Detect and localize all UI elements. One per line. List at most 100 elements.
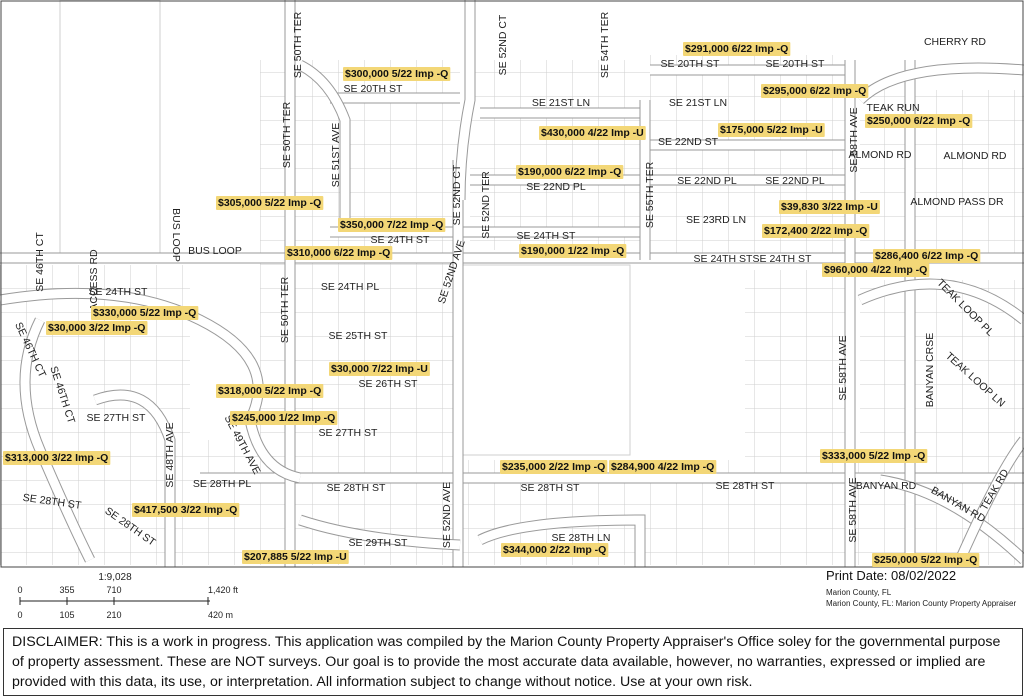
sale-label-text: $172,400 2/22 Imp -Q xyxy=(764,225,867,237)
street-label: SE 25TH ST xyxy=(329,330,389,342)
sale-label: $300,000 5/22 Imp -Q xyxy=(343,67,451,81)
street-label: SE 58TH AVE xyxy=(848,107,860,172)
street-label: SE 28TH LN xyxy=(552,532,611,544)
street-label: SE 21ST LN xyxy=(669,97,727,109)
street-label: BANYAN RD xyxy=(856,480,917,492)
sale-label-text: $417,500 3/22 Imp -Q xyxy=(134,504,237,516)
sale-label: $286,400 6/22 Imp -Q xyxy=(873,249,981,263)
sale-label-text: $250,000 6/22 Imp -Q xyxy=(867,115,970,127)
sale-label: $330,000 5/22 Imp -Q xyxy=(91,306,199,320)
street-label: SE 24TH ST xyxy=(371,234,431,246)
sale-label: $235,000 2/22 Imp -Q xyxy=(500,460,608,474)
street-label: SE 22ND PL xyxy=(677,175,737,187)
sale-label-text: $333,000 5/22 Imp -Q xyxy=(822,450,925,462)
street-label: ACCESS RD xyxy=(88,249,100,311)
sale-label-text: $235,000 2/22 Imp -Q xyxy=(502,461,605,473)
sale-label-text: $39,830 3/22 Imp -U xyxy=(781,201,878,213)
street-label: SE 28TH PL xyxy=(193,478,252,490)
sale-label: $245,000 1/22 Imp -Q xyxy=(230,411,338,425)
sale-label-bg xyxy=(216,196,324,210)
sale-label-bg xyxy=(609,460,717,474)
sale-label-text: $207,885 5/22 Imp -U xyxy=(244,551,347,563)
street-label: SE 24TH ST xyxy=(517,230,577,242)
sale-label-bg xyxy=(762,224,870,238)
street-label: SE 52ND CT xyxy=(497,14,509,75)
sale-label-text: $190,000 1/22 Imp -Q xyxy=(521,245,624,257)
sale-label-bg xyxy=(46,321,148,335)
scale-bar: 1:9,028 0 0 355 105 710 210 1,420 ft 420 m xyxy=(17,572,238,620)
sale-label-bg xyxy=(865,114,973,128)
sale-label-bg xyxy=(343,67,451,81)
scale-label-m: 0 xyxy=(17,610,22,620)
sale-label-bg xyxy=(230,411,338,425)
sale-label: $207,885 5/22 Imp -U xyxy=(242,550,349,564)
street-label: SE 50TH TER xyxy=(292,11,304,78)
street-label: SE 46TH CT xyxy=(34,232,46,292)
sale-label-bg xyxy=(872,553,980,567)
sale-label-bg xyxy=(91,306,199,320)
road xyxy=(0,288,302,483)
sale-label: $344,000 2/22 Imp -Q xyxy=(501,543,609,557)
sale-label-text: $330,000 5/22 Imp -Q xyxy=(93,307,196,319)
sale-label-text: $960,000 4/22 Imp -Q xyxy=(824,264,927,276)
sale-label-bg xyxy=(539,126,646,140)
street-label: SE 52ND AVE xyxy=(441,482,453,548)
sale-label: $250,000 6/22 Imp -Q xyxy=(865,114,973,128)
sale-label-text: $175,000 5/22 Imp -U xyxy=(720,124,823,136)
scale-label-m: 420 m xyxy=(208,610,233,620)
road xyxy=(455,0,475,201)
sale-label-text: $305,000 5/22 Imp -Q xyxy=(218,197,321,209)
street-label: SE 50TH TER xyxy=(281,101,293,168)
street-label: SE 21ST LN xyxy=(532,97,590,109)
street-label: SE 28TH ST xyxy=(521,482,581,494)
street-label: SE 27TH ST xyxy=(319,427,379,439)
sale-label-bg xyxy=(683,42,791,56)
sale-label-text: $300,000 5/22 Imp -Q xyxy=(345,68,448,80)
street-label: SE 52ND CT xyxy=(451,164,463,225)
sale-label: $284,900 4/22 Imp -Q xyxy=(609,460,717,474)
road xyxy=(297,60,350,230)
road xyxy=(93,390,175,567)
sale-label: $175,000 5/22 Imp -U xyxy=(718,123,825,137)
road xyxy=(298,515,461,550)
street-label: SE 23RD LN xyxy=(686,214,746,226)
print-date: Print Date: 08/02/2022 xyxy=(826,568,956,583)
street-label: SE 52ND TER xyxy=(480,171,492,239)
sale-label-bg xyxy=(338,218,446,232)
street-label: SE 28TH ST xyxy=(327,482,387,494)
sale-label-text: $430,000 4/22 Imp -U xyxy=(541,127,644,139)
sale-label: $172,400 2/22 Imp -Q xyxy=(762,224,870,238)
scale-label-m: 105 xyxy=(59,610,74,620)
sale-label: $291,000 6/22 Imp -Q xyxy=(683,42,791,56)
sale-label-text: $284,900 4/22 Imp -Q xyxy=(611,461,714,473)
street-label: SE 51ST AVE xyxy=(330,123,342,187)
sale-label: $417,500 3/22 Imp -Q xyxy=(132,503,240,517)
street-label: BANYAN CRSE xyxy=(924,333,936,408)
street-label: SE 29TH ST xyxy=(349,537,409,549)
sale-label-bg xyxy=(519,244,627,258)
street-label: SE 48TH AVE xyxy=(164,422,176,487)
roads xyxy=(0,0,1024,567)
scale-label-ft: 1,420 ft xyxy=(208,585,239,595)
sale-label-text: $286,400 6/22 Imp -Q xyxy=(875,250,978,262)
street-label: BUS LOOP xyxy=(188,245,242,257)
sale-label: $295,000 6/22 Imp -Q xyxy=(761,84,869,98)
sale-label: $30,000 7/22 Imp -U xyxy=(329,362,430,376)
sale-label-bg xyxy=(516,165,624,179)
scale-label-ft: 355 xyxy=(59,585,74,595)
street-label: SE 24TH ST xyxy=(753,253,813,265)
sale-label-text: $313,000 3/22 Imp -Q xyxy=(5,452,108,464)
street-label: SE 58TH AVE xyxy=(837,335,849,400)
street-label: SE 50TH TER xyxy=(279,276,291,343)
sale-label: $318,000 5/22 Imp -Q xyxy=(216,384,324,398)
street-label: SE 24TH PL xyxy=(321,281,380,293)
sale-label-text: $190,000 6/22 Imp -Q xyxy=(518,166,621,178)
street-label: CHERRY RD xyxy=(924,36,986,48)
street-label: SE 20TH ST xyxy=(766,58,826,70)
sale-label-bg xyxy=(285,246,393,260)
credit: Marion County, FL xyxy=(826,588,892,597)
road xyxy=(858,279,1024,324)
sale-label-bg xyxy=(779,200,880,214)
road xyxy=(20,317,95,563)
